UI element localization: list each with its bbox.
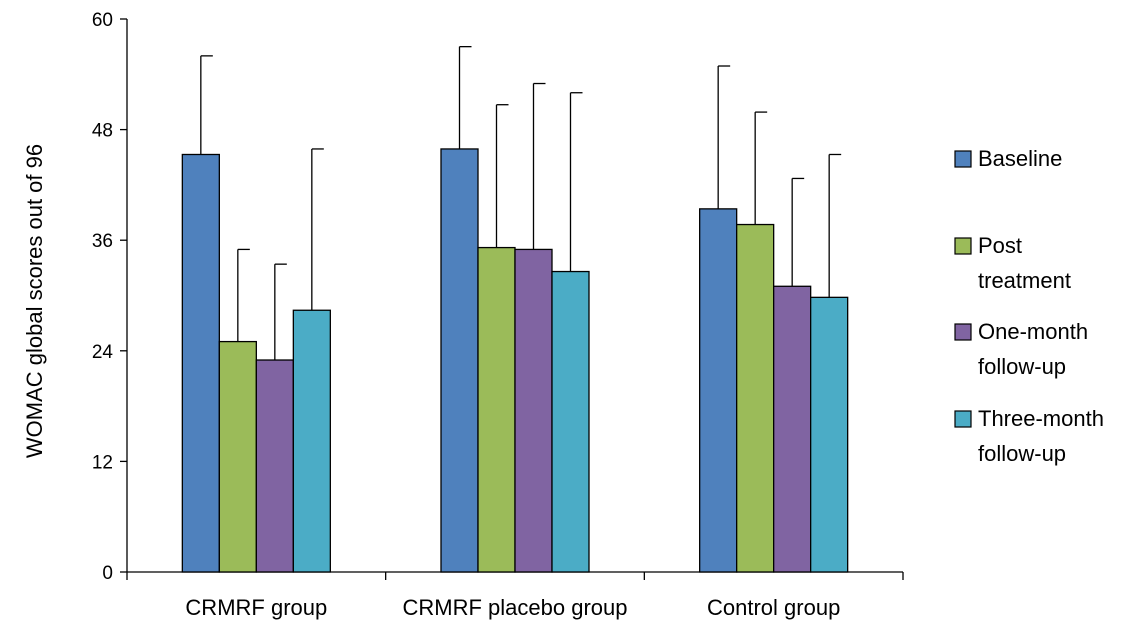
x-tick-label: CRMRF group	[185, 595, 327, 620]
legend-label: follow-up	[978, 354, 1066, 379]
legend-swatch	[954, 150, 972, 168]
legend-swatch	[954, 410, 972, 428]
bar	[773, 285, 812, 573]
y-tick-label: 12	[92, 452, 113, 473]
x-tick-label: Control group	[707, 595, 840, 620]
legend-label: Baseline	[978, 146, 1062, 171]
bar	[551, 270, 590, 573]
bar	[292, 309, 331, 573]
bar	[255, 359, 294, 573]
legend-label: follow-up	[978, 441, 1066, 466]
bar	[514, 248, 553, 573]
bar	[736, 223, 775, 573]
y-tick-label: 60	[92, 10, 113, 31]
y-tick-label: 36	[92, 231, 113, 252]
y-tick-label: 0	[102, 563, 113, 584]
y-tick-label: 24	[92, 342, 114, 363]
bar	[699, 208, 738, 573]
x-tick-label: CRMRF placebo group	[403, 595, 628, 620]
bar	[218, 340, 257, 573]
y-axis-label: WOMAC global scores out of 96	[22, 144, 47, 458]
bar	[440, 148, 479, 573]
bar	[810, 296, 849, 573]
legend-label: Three-month	[978, 406, 1104, 431]
legend: Baseline Post treatment One-month follow-up T…	[954, 146, 1104, 466]
bar	[477, 246, 516, 573]
y-tick-label: 48	[92, 121, 113, 142]
legend-label: Post	[978, 233, 1022, 258]
legend-swatch	[954, 323, 972, 341]
legend-label: One-month	[978, 319, 1088, 344]
bar	[181, 153, 220, 573]
plot-area: 0 12 24 36 48 60 CRMRF group CRMRF placebo grou…	[92, 10, 904, 620]
legend-label: treatment	[978, 268, 1071, 293]
legend-swatch	[954, 237, 972, 255]
